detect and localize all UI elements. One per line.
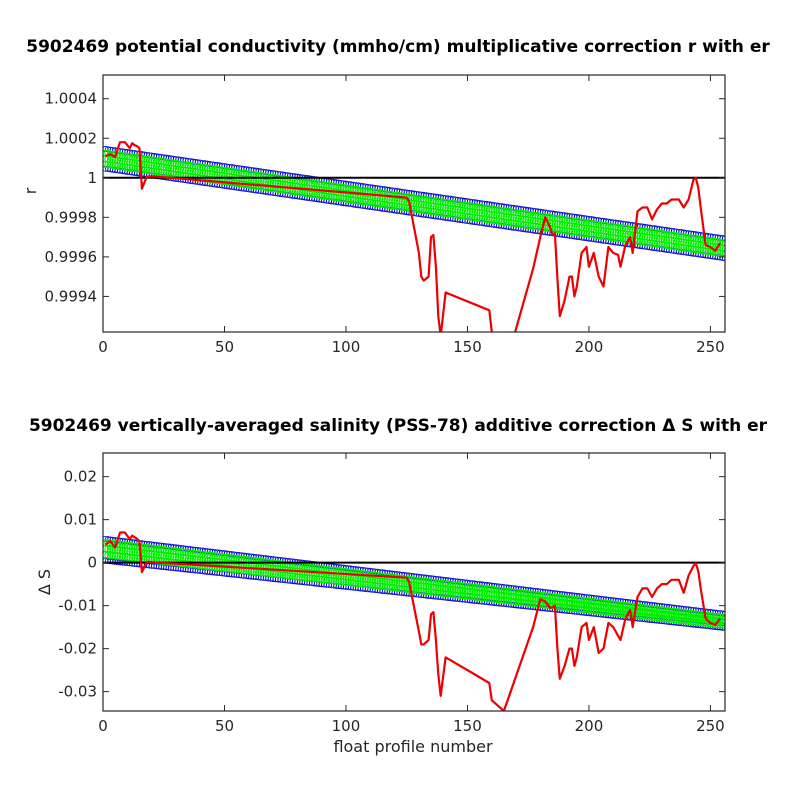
x-tick-label: 100 bbox=[332, 338, 361, 356]
x-tick-label: 150 bbox=[453, 338, 482, 356]
figure: 5902469 potential conductivity (mmho/cm)… bbox=[0, 0, 800, 800]
x-tick-label: 150 bbox=[453, 717, 482, 735]
x-tick-label: 50 bbox=[215, 338, 234, 356]
y-tick-label: 1 bbox=[87, 169, 97, 187]
y-tick-label: 0.9996 bbox=[45, 248, 98, 266]
y-tick-label: 0.9998 bbox=[45, 208, 98, 226]
x-tick-label: 200 bbox=[575, 717, 604, 735]
y-tick-label: -0.01 bbox=[58, 597, 97, 615]
y-tick-label: 0 bbox=[87, 554, 97, 572]
y-tick-label: -0.03 bbox=[58, 683, 97, 701]
y-tick-label: 0.01 bbox=[64, 511, 97, 529]
y-tick-label: -0.02 bbox=[58, 640, 97, 658]
y-tick-label: 0.9994 bbox=[45, 287, 98, 305]
salinity-correction-chart: 5902469 vertically-averaged salinity (PS… bbox=[29, 416, 768, 756]
x-tick-label: 0 bbox=[98, 338, 108, 356]
x-tick-label: 0 bbox=[98, 717, 108, 735]
chart-title: 5902469 potential conductivity (mmho/cm)… bbox=[26, 37, 770, 57]
y-tick-label: 1.0004 bbox=[45, 90, 98, 108]
y-tick-label: 0.02 bbox=[64, 468, 97, 486]
y-axis-label: r bbox=[21, 187, 40, 194]
chart-title: 5902469 vertically-averaged salinity (PS… bbox=[29, 416, 768, 436]
x-tick-label: 250 bbox=[696, 717, 725, 735]
x-tick-label: 100 bbox=[332, 717, 361, 735]
conductivity-correction-chart: 5902469 potential conductivity (mmho/cm)… bbox=[21, 37, 770, 356]
x-tick-label: 50 bbox=[215, 717, 234, 735]
y-axis-label: Δ S bbox=[35, 569, 54, 595]
y-tick-label: 1.0002 bbox=[45, 129, 98, 147]
x-tick-label: 250 bbox=[696, 338, 725, 356]
x-axis-label: float profile number bbox=[333, 737, 493, 756]
x-tick-label: 200 bbox=[575, 338, 604, 356]
